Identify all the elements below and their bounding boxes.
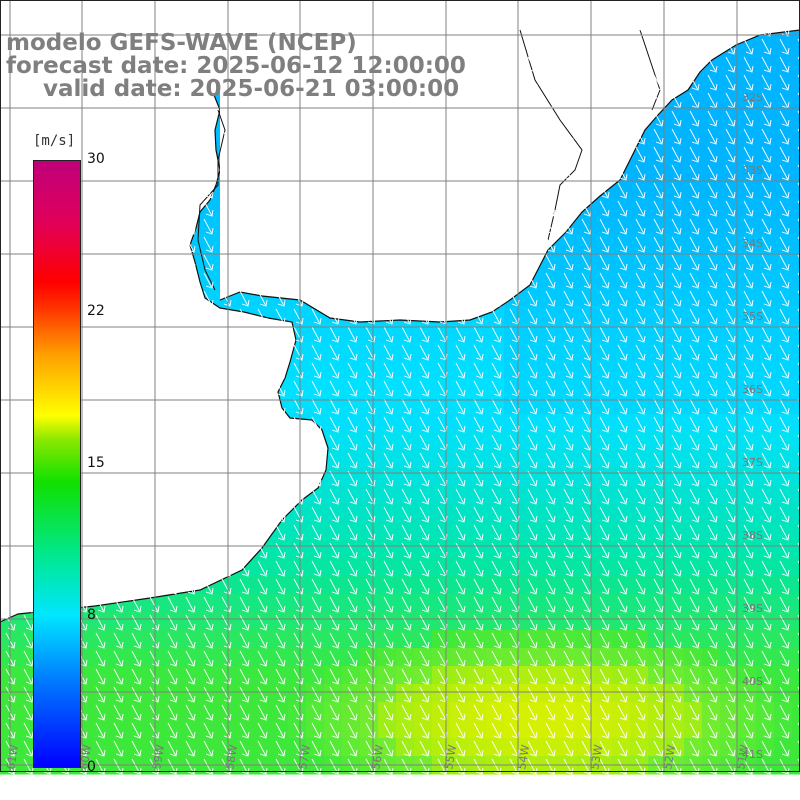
colorbar: [33, 160, 81, 768]
lat-label: 36S: [742, 383, 763, 396]
forecast-date: forecast date: 2025-06-12 12:00:00: [6, 53, 466, 79]
lat-label: 39S: [742, 602, 763, 615]
lon-label: 54W: [515, 744, 532, 771]
lon-label: 58W: [223, 744, 240, 771]
lat-label: 35S: [742, 310, 763, 323]
colorbar-tick-15: 15: [87, 455, 105, 471]
colorbar-units: [m/s]: [33, 133, 76, 149]
lat-label: 41S: [742, 748, 763, 761]
longitude-labels: 61W 60W 59W 58W 57W 56W 55W 54W 53W 52W 51W: [4, 744, 751, 771]
valid-date: valid date: 2025-06-21 03:00:00: [43, 76, 460, 102]
lat-label: 34S: [742, 237, 763, 250]
colorbar-tick-30: 30: [87, 151, 105, 167]
lon-label: 57W: [296, 744, 313, 771]
land-mass: [0, 0, 800, 622]
lat-label: 37S: [742, 456, 763, 469]
lat-lon-grid: [0, 0, 800, 772]
lon-label: 56W: [369, 744, 386, 771]
colorbar-tick-22: 22: [87, 303, 105, 319]
lon-label: 55W: [442, 744, 459, 771]
lon-label: 52W: [661, 744, 678, 771]
lon-label: 51W: [734, 744, 751, 771]
lon-label: 61W: [4, 744, 21, 771]
border-line: [197, 29, 661, 291]
lat-label: 33S: [742, 164, 763, 177]
colorbar-tick-0: 0: [87, 759, 96, 775]
uruguay-land: [220, 0, 800, 322]
lon-label: 60W: [77, 744, 94, 771]
lat-label: 32S: [742, 91, 763, 104]
latitude-labels: 32S 33S 34S 35S 36S 37S 38S 39S 40S 41S: [742, 91, 763, 761]
model-title: modelo GEFS-WAVE (NCEP): [6, 30, 357, 56]
lat-label: 40S: [742, 675, 763, 688]
lon-label: 53W: [588, 744, 605, 771]
colorbar-tick-8: 8: [87, 607, 96, 623]
lat-label: 38S: [742, 529, 763, 542]
lon-label: 59W: [150, 744, 167, 771]
